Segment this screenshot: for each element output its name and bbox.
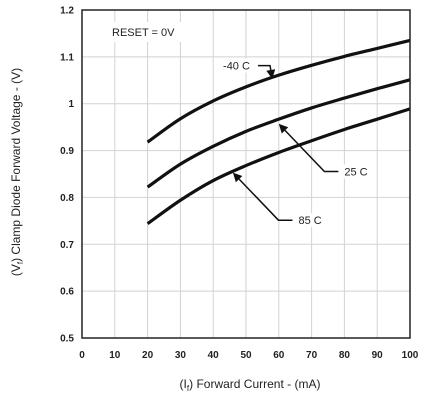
x-axis-title-subscript: f xyxy=(187,384,190,393)
x-tick-label: 20 xyxy=(142,350,154,361)
y-axis-title: (Vf) Clamp Diode Forward Voltage - (V) xyxy=(9,68,25,276)
plot-frame xyxy=(81,9,411,339)
y-tick-label: 0.6 xyxy=(60,287,74,298)
annotation-label-40c: -40 C xyxy=(223,61,250,73)
y-axis-title-subscript: f xyxy=(16,261,25,264)
x-tick-label: 0 xyxy=(79,350,85,361)
annotation-arrowhead-25c xyxy=(278,123,289,134)
x-tick-labels: 0 10 20 30 40 50 60 70 80 90 100 xyxy=(79,350,419,361)
annotation-leader-40c xyxy=(258,64,272,71)
y-tick-label: 0.9 xyxy=(60,146,74,157)
x-tick-label: 90 xyxy=(372,350,384,361)
y-tick-label: 0.5 xyxy=(60,334,74,345)
y-axis-title-suffix: ) Clamp Diode Forward Voltage - (V) xyxy=(9,68,23,262)
annotation-arrowhead-85c xyxy=(232,172,243,183)
x-tick-label: 70 xyxy=(306,350,318,361)
y-tick-label: 0.8 xyxy=(60,193,74,204)
x-tick-label: 100 xyxy=(402,350,419,361)
annotation-label-85c: 85 C xyxy=(298,215,321,227)
annotation-label-bg-25c xyxy=(341,164,373,179)
x-tick-label: 60 xyxy=(273,350,285,361)
condition-box: RESET = 0V xyxy=(108,22,186,42)
x-axis-title-prefix: (I xyxy=(180,377,187,391)
annotation-label-25c: 25 C xyxy=(344,166,367,178)
series-line-25c xyxy=(146,78,411,189)
series-line-40c xyxy=(146,38,411,144)
series-line-85c xyxy=(146,107,411,225)
y-axis-title-prefix: (V xyxy=(9,264,23,276)
x-tick-label: 50 xyxy=(240,350,252,361)
x-axis-title: (If) Forward Current - (mA) xyxy=(180,377,321,393)
condition-box-frame xyxy=(108,22,186,42)
x-tick-label: 80 xyxy=(339,350,351,361)
x-tick-label: 40 xyxy=(208,350,220,361)
y-tick-label: 1 xyxy=(68,99,74,110)
annotation-leader-25c xyxy=(284,129,339,173)
annotation-leader-85c xyxy=(238,178,293,221)
annotation-label-bg-40c xyxy=(220,58,258,73)
annotation-arrowhead-40c xyxy=(266,69,276,79)
y-tick-label: 1.1 xyxy=(60,52,74,63)
x-tick-label: 10 xyxy=(109,350,121,361)
annotation-label-bg-85c xyxy=(295,213,327,228)
y-tick-labels: 0.5 0.6 0.7 0.8 0.9 1 1.1 1.2 xyxy=(60,6,74,345)
x-axis-title-suffix: ) Forward Current - (mA) xyxy=(189,377,320,391)
series-annotations: -40 C 25 C 85 C xyxy=(220,58,373,228)
series-lines xyxy=(146,38,411,225)
condition-label: RESET = 0V xyxy=(112,27,175,39)
x-tick-label: 30 xyxy=(175,350,187,361)
y-tick-label: 1.2 xyxy=(60,6,74,17)
y-tick-label: 0.7 xyxy=(60,240,74,251)
